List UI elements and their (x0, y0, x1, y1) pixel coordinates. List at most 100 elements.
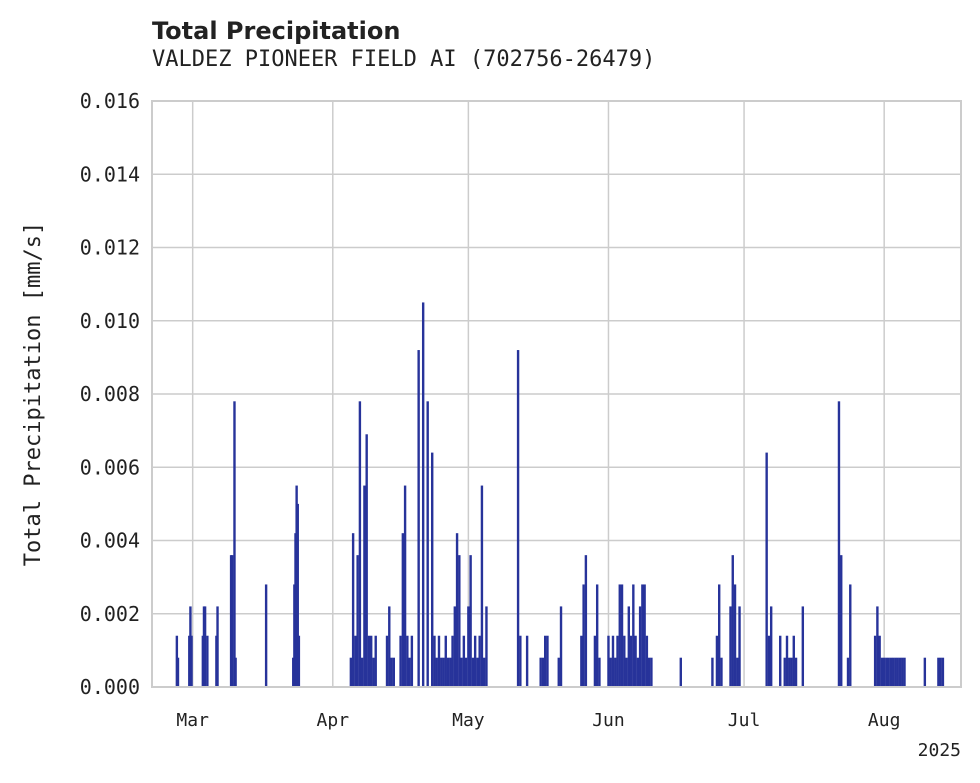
precipitation-bar (593, 635, 597, 687)
precipitation-bar (458, 555, 461, 687)
y-tick-label: 0.006 (80, 455, 140, 479)
precipitation-bar (779, 635, 782, 687)
precipitation-bar (837, 401, 841, 687)
precipitation-bar (417, 350, 420, 687)
precipitation-bar (790, 657, 793, 687)
precipitation-bar (467, 606, 470, 687)
x-tick-label: Apr (317, 710, 350, 731)
precipitation-bar (544, 635, 547, 687)
precipitation-bar (840, 555, 843, 687)
precipitation-bar (941, 657, 945, 687)
precipitation-bar (584, 555, 588, 687)
precipitation-bar (616, 635, 619, 687)
precipitation-bar (546, 635, 549, 687)
precipitation-bar (645, 635, 649, 687)
precipitation-bar (519, 635, 522, 687)
precipitation-bar (392, 657, 395, 687)
precipitation-bar (733, 584, 737, 687)
precipitation-bar (937, 657, 940, 687)
precipitation-bar (582, 584, 585, 687)
precipitation-bar (480, 485, 484, 687)
precipitation-bar (431, 452, 434, 687)
x-tick-label: Jun (592, 710, 625, 731)
precipitation-bar (410, 635, 414, 687)
precipitation-bar (559, 606, 563, 687)
y-tick-label: 0.008 (80, 382, 140, 406)
precipitation-bar (718, 584, 721, 687)
precipitation-bar (889, 657, 893, 687)
precipitation-bar (923, 657, 927, 687)
precipitation-bar (408, 657, 411, 687)
precipitation-bar (460, 657, 463, 687)
precipitation-bar (629, 635, 633, 687)
grid-lines (152, 100, 961, 688)
precipitation-bar (769, 606, 773, 687)
precipitation-bar (449, 657, 452, 687)
precipitation-bar (788, 657, 791, 687)
y-tick-label: 0.014 (80, 162, 140, 186)
precipitation-bar (455, 533, 459, 687)
precipitation-bar (638, 606, 642, 687)
precipitation-bar (641, 584, 644, 687)
precipitation-bar (464, 657, 468, 687)
precipitation-bar (367, 635, 371, 687)
precipitation-bar (358, 401, 362, 687)
precipitation-bar (609, 657, 612, 687)
precipitation-bar (846, 657, 850, 687)
precipitation-bar (632, 584, 635, 687)
y-tick-label: 0.000 (80, 675, 140, 699)
precipitation-bar (794, 657, 798, 687)
precipitation-bar (365, 434, 368, 687)
precipitation-bar (234, 657, 237, 687)
precipitation-bar (650, 657, 653, 687)
precipitation-bar (598, 657, 601, 687)
precipitation-bar (595, 584, 599, 687)
precipitation-bar (349, 657, 353, 687)
precipitation-bar (607, 635, 610, 687)
precipitation-bar (611, 635, 615, 687)
x-tick-label: Jul (728, 710, 761, 731)
precipitation-bar (297, 635, 301, 687)
precipitation-bar (462, 635, 466, 687)
x-tick-label: Mar (176, 710, 209, 731)
chart-title: Total Precipitation (152, 17, 401, 45)
year-label: 2025 (918, 740, 961, 761)
precipitation-bar (765, 452, 768, 687)
precipitation-bar (485, 606, 488, 687)
precipitation-bar (625, 657, 628, 687)
precipitation-bar (370, 635, 373, 687)
precipitation-bar (731, 555, 734, 687)
precipitation-bar (903, 657, 906, 687)
precipitation-bar (453, 606, 457, 687)
precipitation-bar (887, 657, 890, 687)
precipitation-bar (711, 657, 714, 687)
precipitation-bar (767, 635, 771, 687)
x-tick-label: May (452, 710, 485, 731)
precipitation-bar (679, 657, 682, 687)
precipitation-bar (939, 657, 942, 687)
precipitation-bar (372, 657, 375, 687)
precipitation-bar (354, 635, 357, 687)
precipitation-bar (363, 485, 366, 687)
precipitation-bar (618, 584, 621, 687)
precipitation-bar (738, 606, 741, 687)
precipitation-bar (880, 657, 884, 687)
y-axis-label: Total Precipitation [mm/s] (21, 222, 46, 566)
precipitation-bar (351, 533, 355, 687)
precipitation-bar (206, 635, 209, 687)
precipitation-bar (231, 555, 234, 687)
precipitation-bar (901, 657, 904, 687)
y-tick-label: 0.002 (80, 602, 140, 626)
precipitation-bar (471, 657, 475, 687)
precipitation-bar (356, 555, 359, 687)
precipitation-bar (203, 606, 207, 687)
y-tick-label: 0.010 (80, 309, 140, 333)
precipitation-bar (216, 606, 219, 687)
precipitation-bar (433, 635, 436, 687)
precipitation-bar (580, 635, 583, 687)
precipitation-bar (801, 606, 805, 687)
y-tick-label: 0.004 (80, 529, 140, 553)
x-tick-labels: Mar Apr May Jun Jul Aug (176, 710, 900, 731)
precipitation-bar (627, 606, 631, 687)
